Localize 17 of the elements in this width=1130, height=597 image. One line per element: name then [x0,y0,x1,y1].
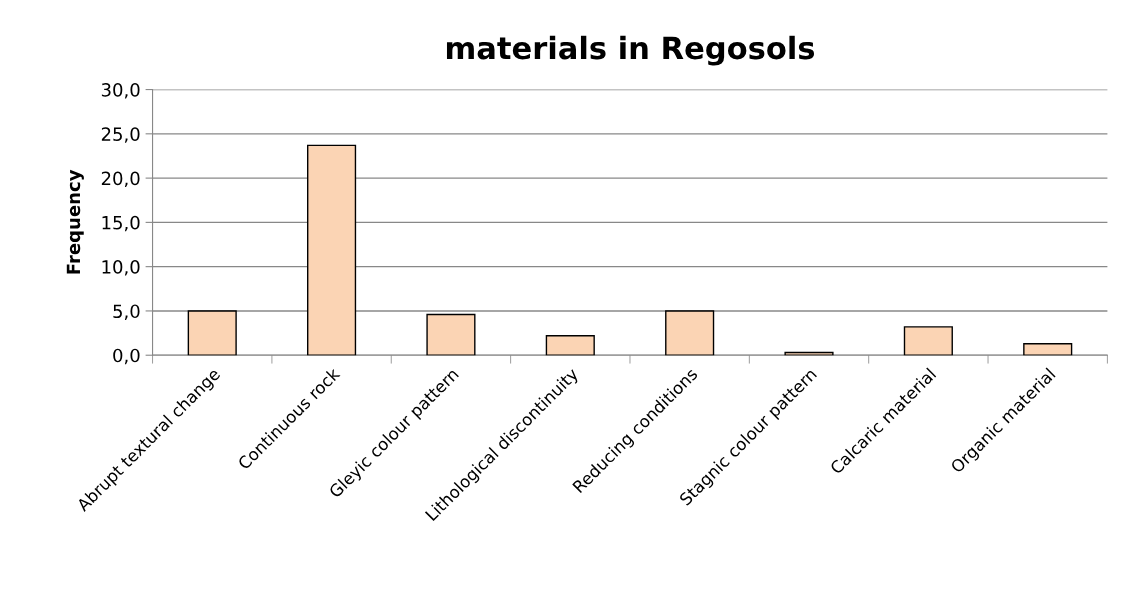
y-tick-label: 20,0 [101,171,140,188]
bar [1023,343,1073,356]
bar [545,335,595,356]
bar [307,144,357,356]
y-tick-label: 25,0 [101,127,140,143]
y-tick-label: 10,0 [102,260,140,276]
y-tick-label: 0,0 [113,348,140,365]
bar [784,351,834,356]
bar [903,326,953,356]
y-tick-label: 5,0 [113,304,140,320]
y-tick-label: 15,0 [102,215,140,232]
y-tick-label: 30,0 [101,83,140,99]
chart-title: materials in Regosols [446,35,815,66]
bar [187,310,237,356]
bar [665,310,715,356]
bar [426,313,476,356]
y-axis-title: Frequency [66,169,84,274]
